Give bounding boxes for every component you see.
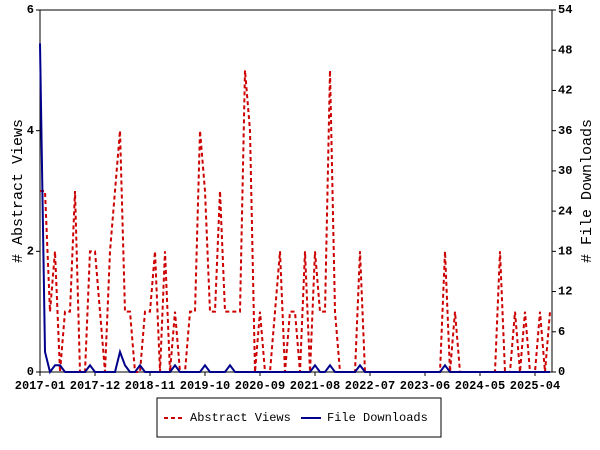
y2-tick-label: 48 [558,43,572,57]
legend-label: File Downloads [327,411,428,425]
y2-tick-label: 54 [558,3,572,17]
x-tick-label: 2017-01 [15,379,65,393]
y2-tick-label: 18 [558,245,572,259]
y2-tick-label: 36 [558,124,572,138]
y2-tick-label: 42 [558,84,572,98]
legend-box [156,397,442,438]
y-tick-label: 2 [27,245,34,259]
y-tick-label: 4 [27,124,34,138]
y2-axis-title: # File Downloads [579,119,596,263]
y2-tick-label: 6 [558,325,565,339]
x-tick-label: 2022-07 [345,379,395,393]
x-tick-label: 2020-09 [235,379,285,393]
data-line [40,70,551,373]
y-axis-title: # Abstract Views [10,119,27,263]
x-tick-label: 2019-10 [180,379,230,393]
x-tick-label: 2025-04 [510,379,560,393]
x-tick-label: 2021-08 [290,379,340,393]
x-tick-label: 2018-11 [125,379,175,393]
x-tick-label: 2024-05 [455,379,505,393]
data-line [39,43,550,375]
y2-tick-label: 24 [558,204,572,218]
y-tick-label: 0 [27,365,34,379]
legend-label: Abstract Views [190,411,291,425]
y2-tick-label: 0 [558,365,565,379]
x-tick-label: 2023-06 [400,379,450,393]
y2-tick-label: 30 [558,164,572,178]
y-tick-label: 6 [27,3,34,17]
y2-tick-label: 12 [558,285,572,299]
x-tick-label: 2017-12 [70,379,120,393]
